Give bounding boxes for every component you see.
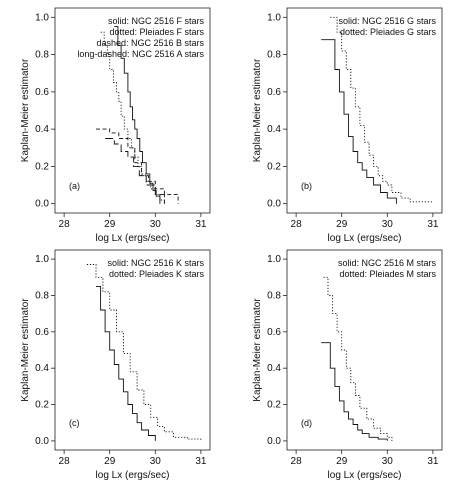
x-tick-label: 30 [150,219,162,230]
legend-entry: dotted: Pleiades G stars [340,27,437,37]
series-line-solid [114,26,161,204]
panel-label: (b) [301,181,312,191]
plot-frame [286,7,443,214]
y-tick-label: 0.8 [35,50,49,61]
y-tick-label: 0.8 [267,290,281,301]
x-tick-label: 31 [427,219,439,230]
x-tick-label: 30 [382,456,394,467]
series-line-dotted [330,16,433,203]
legend-entry: solid: NGC 2516 K stars [107,258,204,268]
x-tick-label: 30 [150,456,162,467]
y-tick-label: 0.4 [35,363,49,374]
y-tick-label: 1.0 [35,254,49,265]
legend-entry: solid: NGC 2516 F stars [108,16,205,26]
y-tick-label: 1.0 [35,12,49,23]
y-tick-label: 0.8 [35,290,49,301]
x-axis-label: log Lx (ergs/sec) [328,470,402,481]
legend-entry: solid: NGC 2516 M stars [338,258,437,268]
y-axis-label: Kaplan-Meier estimator [252,58,263,162]
series-line-dashed [96,128,179,204]
y-tick-label: 0.4 [267,124,281,135]
series-line-solid [321,39,397,204]
y-tick-label: 0.4 [267,363,281,374]
plot-frame [54,7,211,214]
x-tick-label: 29 [104,456,116,467]
panel-label: (d) [301,418,312,428]
y-tick-label: 0.2 [267,161,281,172]
plot-frame [54,249,211,451]
y-tick-label: 0.4 [35,124,49,135]
x-tick-label: 28 [291,219,303,230]
panel-a: 28 29 30 31 0.0 0.2 0.4 0.6 0.8 1.0 log Lx (ergs/s… [20,7,211,244]
legend-entry: long-dashed: NGC 2516 A stars [77,49,204,59]
legend-entry: dashed: NGC 2516 B stars [96,38,204,48]
x-tick-label: 31 [195,219,207,230]
x-tick-label: 28 [59,219,71,230]
y-tick-label: 1.0 [267,254,281,265]
y-tick-label: 0.6 [35,87,49,98]
series-line-long-dashed [105,138,165,204]
y-axis-label: Kaplan-Meier estimator [252,298,263,402]
x-axis-label: log Lx (ergs/sec) [96,233,170,244]
x-tick-label: 31 [427,456,439,467]
legend-entry: dotted: Pleiades F stars [109,27,204,37]
y-axis-label: Kaplan-Meier estimator [20,298,31,402]
y-tick-label: 0.6 [267,327,281,338]
y-axis-label: Kaplan-Meier estimator [20,58,31,162]
y-tick-label: 1.0 [267,12,281,23]
panel-c: 28 29 30 31 0.0 0.2 0.4 0.6 0.8 1.0 log Lx (ergs/s… [20,249,211,481]
y-tick-label: 0.0 [35,436,49,447]
y-tick-label: 0.6 [35,327,49,338]
y-tick-label: 0.2 [267,400,281,411]
x-axis-label: log Lx (ergs/sec) [328,233,402,244]
x-tick-label: 31 [195,456,207,467]
x-axis-label: log Lx (ergs/sec) [96,470,170,481]
x-tick-label: 28 [59,456,71,467]
panel-label: (c) [69,418,80,428]
series-line-solid [321,342,388,441]
x-tick-label: 29 [336,219,348,230]
legend-entry: solid: NGC 2516 G stars [338,16,436,26]
panel-label: (a) [69,181,80,191]
series-line-dotted [86,264,202,441]
y-tick-label: 0.0 [267,436,281,447]
y-tick-label: 0.0 [267,199,281,210]
y-tick-label: 0.6 [267,87,281,98]
y-tick-label: 0.2 [35,161,49,172]
plot-frame [286,249,443,451]
x-tick-label: 28 [291,456,303,467]
legend-entry: dotted: Pleiades K stars [109,269,205,279]
panel-d: 28 29 30 31 0.0 0.2 0.4 0.6 0.8 1.0 log Lx (ergs/s… [252,249,443,481]
panel-b: 28 29 30 31 0.0 0.2 0.4 0.6 0.8 1.0 log Lx (ergs/s… [252,7,443,244]
x-tick-label: 29 [104,219,116,230]
y-tick-label: 0.2 [35,400,49,411]
y-tick-label: 0.8 [267,50,281,61]
series-line-dotted [323,276,393,441]
series-line-solid [96,285,156,441]
x-tick-label: 30 [382,219,394,230]
legend-entry: dotted: Pleiades M stars [339,269,436,279]
y-tick-label: 0.0 [35,199,49,210]
x-tick-label: 29 [336,456,348,467]
